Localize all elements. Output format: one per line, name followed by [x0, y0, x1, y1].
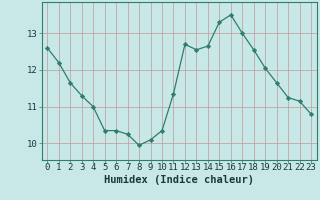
X-axis label: Humidex (Indice chaleur): Humidex (Indice chaleur)	[104, 175, 254, 185]
